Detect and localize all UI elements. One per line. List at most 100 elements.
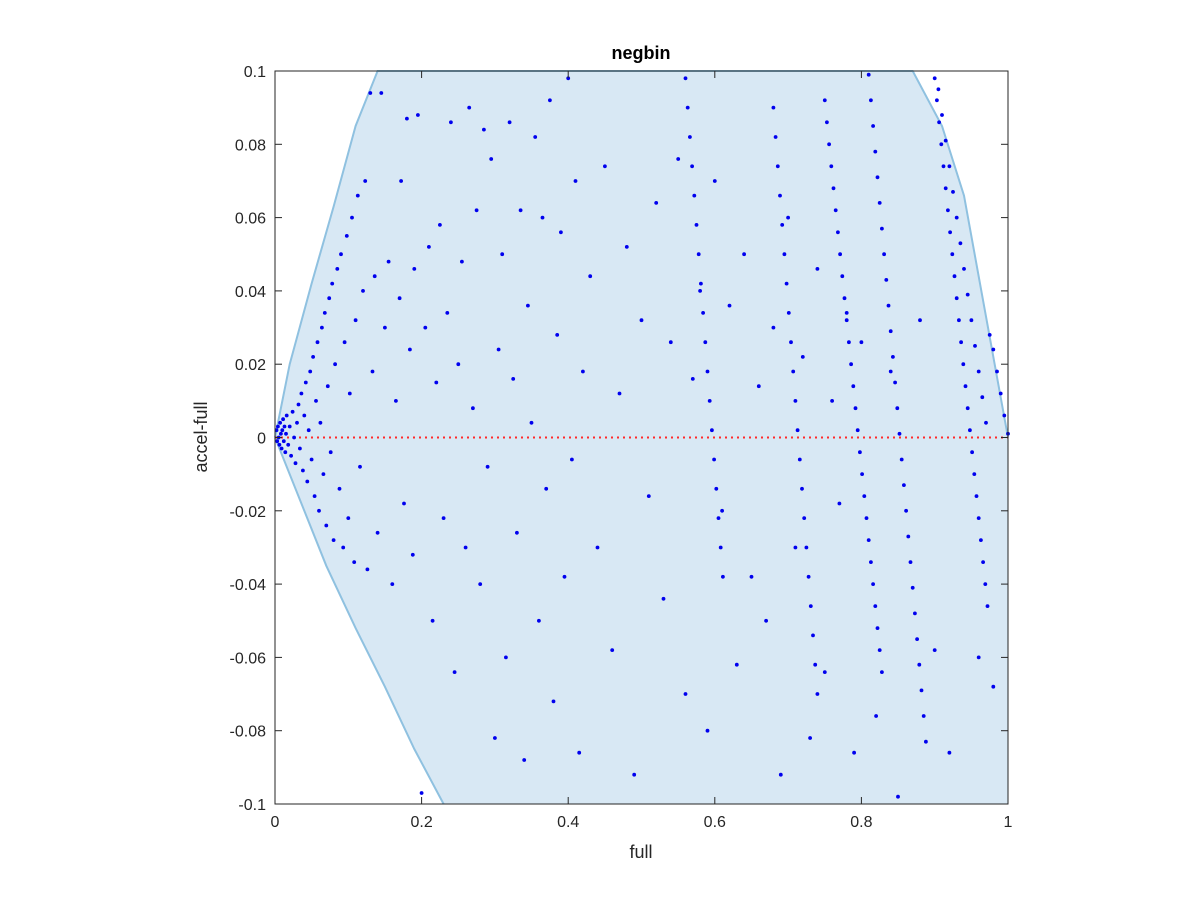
y-tick-label: 0.02	[235, 357, 266, 374]
data-point	[372, 274, 377, 279]
data-point	[968, 428, 972, 433]
data-point	[445, 311, 450, 315]
data-point	[529, 420, 534, 425]
data-point	[397, 296, 402, 301]
data-point	[419, 791, 424, 795]
data-point	[720, 508, 724, 513]
data-point	[471, 406, 475, 411]
data-point	[947, 164, 952, 169]
data-point	[775, 164, 780, 169]
data-point	[937, 120, 941, 125]
data-point	[690, 377, 695, 381]
data-point	[276, 424, 280, 429]
data-point	[797, 457, 802, 462]
data-point	[478, 582, 483, 586]
data-point	[581, 369, 585, 374]
data-point	[844, 318, 849, 323]
data-point	[683, 692, 688, 696]
data-point	[463, 545, 468, 550]
data-point	[721, 574, 725, 579]
data-point	[965, 406, 970, 411]
data-point	[830, 399, 834, 403]
data-point	[921, 714, 926, 718]
data-point	[379, 91, 384, 95]
data-point	[685, 105, 690, 110]
data-point	[321, 472, 326, 476]
data-point	[991, 347, 996, 352]
data-point	[764, 618, 768, 623]
data-point	[954, 296, 959, 301]
data-point	[337, 486, 342, 491]
data-point	[874, 714, 878, 718]
data-point	[858, 450, 862, 455]
data-point	[943, 186, 948, 191]
data-point	[562, 574, 567, 579]
data-point	[610, 648, 615, 652]
data-point	[698, 289, 702, 293]
data-point	[882, 252, 886, 257]
data-point	[852, 750, 856, 755]
data-point	[954, 215, 959, 220]
data-point	[718, 545, 723, 550]
data-point	[806, 574, 811, 579]
y-tick-label: -0.08	[230, 724, 267, 741]
data-point	[301, 468, 305, 473]
points-layer	[274, 72, 1010, 799]
data-point	[274, 428, 279, 433]
data-point	[386, 259, 391, 264]
data-point	[924, 739, 928, 744]
data-point	[913, 611, 917, 616]
data-point	[344, 234, 349, 238]
x-tick-label: 0.4	[557, 814, 579, 831]
data-point	[302, 413, 307, 418]
data-point	[963, 384, 968, 389]
data-point	[328, 450, 333, 455]
data-point	[296, 402, 301, 407]
data-point	[970, 450, 974, 455]
data-point	[844, 311, 849, 315]
data-point	[485, 464, 490, 469]
data-point	[935, 98, 939, 103]
data-point	[526, 303, 530, 308]
data-point	[875, 626, 880, 630]
data-point	[727, 303, 732, 308]
data-point	[979, 538, 983, 542]
data-point	[390, 582, 395, 586]
data-point	[327, 296, 332, 301]
data-point	[825, 120, 829, 125]
data-point	[308, 369, 313, 374]
data-point	[434, 380, 439, 385]
data-point	[782, 252, 787, 257]
data-point	[365, 567, 370, 572]
chart-title: negbin	[612, 43, 671, 63]
data-point	[919, 688, 924, 693]
data-point	[910, 585, 915, 590]
data-point	[654, 201, 659, 205]
y-tick-label: -0.04	[230, 577, 267, 594]
data-point	[482, 127, 486, 132]
data-point	[884, 278, 889, 282]
data-point	[573, 179, 578, 183]
data-point	[346, 516, 351, 520]
data-point	[688, 135, 692, 139]
data-point	[588, 274, 593, 279]
data-point	[399, 179, 403, 183]
data-point	[309, 457, 314, 462]
data-point	[710, 428, 714, 433]
data-point	[800, 355, 805, 359]
data-point	[548, 98, 552, 103]
y-tick-label: 0.06	[235, 211, 266, 228]
data-point	[306, 428, 311, 433]
data-point	[936, 87, 941, 92]
data-point	[289, 453, 293, 458]
data-point	[566, 76, 571, 81]
data-point	[701, 311, 705, 315]
x-tick-label: 0.8	[850, 814, 872, 831]
data-point	[917, 662, 922, 667]
data-point	[683, 76, 688, 81]
data-point	[474, 208, 479, 213]
data-point	[330, 281, 335, 286]
data-point	[661, 596, 666, 601]
